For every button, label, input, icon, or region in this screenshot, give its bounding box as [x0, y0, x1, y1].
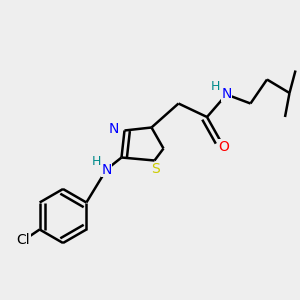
Text: N: N — [109, 122, 119, 136]
Text: Cl: Cl — [16, 233, 30, 247]
Text: N: N — [221, 88, 232, 101]
Text: S: S — [152, 163, 160, 176]
Text: N: N — [101, 163, 112, 176]
Text: O: O — [218, 140, 229, 154]
Text: H: H — [210, 80, 220, 93]
Text: H: H — [91, 154, 101, 168]
